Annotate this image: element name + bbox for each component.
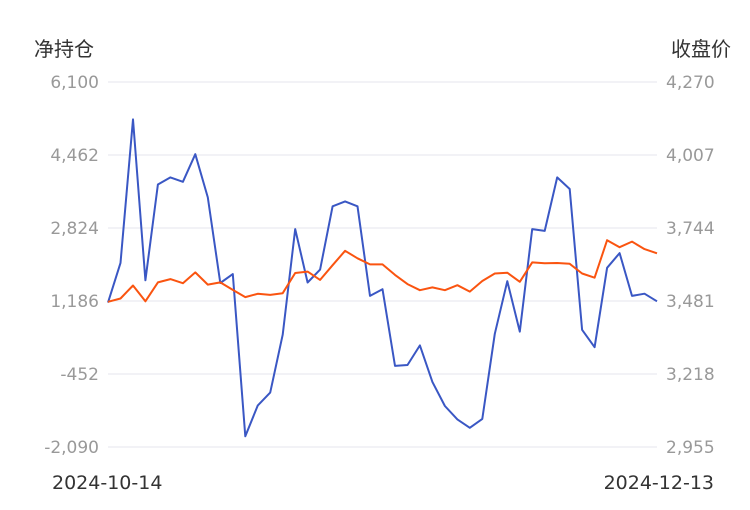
left-axis-title: 净持仓 xyxy=(34,37,94,61)
series-lines xyxy=(107,118,658,438)
left-tick-label: 1,186 xyxy=(50,292,99,312)
closing-price-line xyxy=(107,239,658,303)
right-tick-label: 4,270 xyxy=(666,73,715,93)
net-position-line xyxy=(107,118,658,438)
left-tick-label: -2,090 xyxy=(44,438,99,458)
axis-ticks: 6,100 4,270 4,462 4,007 2,824 3,744 1,186 3,481… xyxy=(44,73,714,458)
gridlines xyxy=(108,81,657,448)
left-tick-label: 6,100 xyxy=(50,73,99,93)
x-start-label: 2024-10-14 xyxy=(52,472,162,494)
left-tick-label: 2,824 xyxy=(50,219,99,239)
right-tick-label: 3,481 xyxy=(666,292,715,312)
x-end-label: 2024-12-13 xyxy=(604,472,714,494)
right-tick-label: 4,007 xyxy=(666,146,715,166)
right-axis-title: 收盘价 xyxy=(671,37,731,61)
right-tick-label: 3,744 xyxy=(666,219,715,239)
right-tick-label: 3,218 xyxy=(666,365,715,385)
left-tick-label: 4,462 xyxy=(50,146,99,166)
right-tick-label: 2,955 xyxy=(666,438,715,458)
left-tick-label: -452 xyxy=(60,365,99,385)
